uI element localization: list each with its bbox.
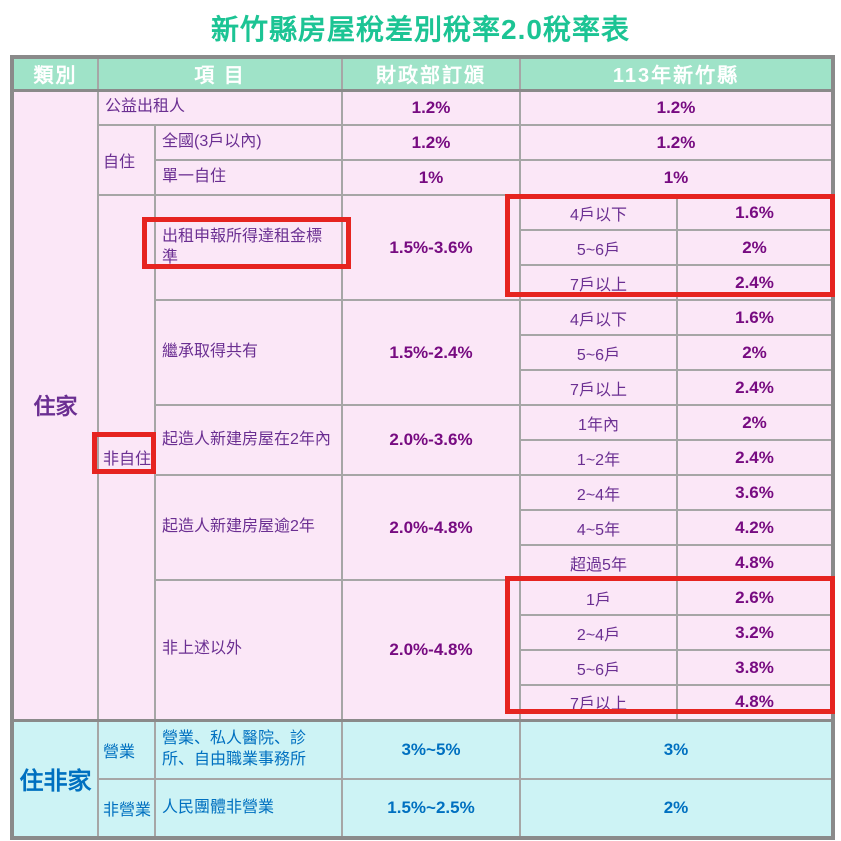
tier-label-cell: 超過5年 bbox=[519, 544, 678, 581]
tier-rate-cell: 2% bbox=[675, 404, 835, 441]
row-group-inherit-tier2: 5~6戶 2% bbox=[12, 334, 835, 371]
page-title: 新竹縣房屋稅差別稅率2.0稅率表 bbox=[211, 14, 630, 45]
subcategory-business-cell: 營業 bbox=[97, 718, 156, 780]
tier-label-cell: 4戶以下 bbox=[519, 194, 678, 231]
tier-rate-cell: 3.2% bbox=[675, 614, 835, 651]
item-cell: 非上述以外 bbox=[154, 579, 343, 721]
tier-label-cell: 1~2年 bbox=[519, 439, 678, 476]
subcategory-non-business-cell: 非營業 bbox=[97, 778, 156, 839]
mof-value-cell: 2.0%-4.8% bbox=[341, 579, 521, 721]
tier-label-cell: 5~6戶 bbox=[519, 229, 678, 266]
county-value-cell: 3% bbox=[518, 718, 835, 780]
item-cell: 單一自住 bbox=[154, 159, 343, 196]
row-group-new2yr-tier2: 1~2年 2.4% bbox=[12, 439, 835, 476]
item-cell: 全國(3戶以內) bbox=[154, 124, 343, 161]
tier-rate-cell: 2% bbox=[675, 229, 835, 266]
mof-value-cell: 2.0%-3.6% bbox=[341, 404, 521, 476]
subcategory-owner-cell: 自住 bbox=[97, 124, 156, 196]
row-group-other-tier1: 非上述以外 2.0%-4.8% 1戶 2.6% bbox=[12, 579, 835, 721]
row-non-business: 非營業 人民團體非營業 1.5%~2.5% 2% bbox=[12, 778, 835, 839]
tier-label-cell: 2~4年 bbox=[519, 474, 678, 511]
county-value-cell: 2% bbox=[518, 778, 835, 839]
mof-value-cell: 1.5%~2.5% bbox=[341, 778, 521, 839]
tier-label-cell: 4戶以下 bbox=[519, 299, 678, 336]
mof-value-cell: 1.5%-3.6% bbox=[341, 194, 521, 301]
tier-rate-cell: 1.6% bbox=[675, 299, 835, 336]
tier-label-cell: 4~5年 bbox=[519, 509, 678, 546]
row-public-rental: 住家 公益出租人 1.2% 1.2% bbox=[11, 89, 835, 721]
tier-label-cell: 1年內 bbox=[519, 404, 678, 441]
tier-rate-cell: 2% bbox=[675, 334, 835, 371]
tier-label-cell: 7戶以上 bbox=[519, 684, 678, 721]
tier-rate-cell: 3.8% bbox=[675, 649, 835, 686]
tier-rate-cell: 3.6% bbox=[675, 474, 835, 511]
row-group-other-tier4: 7戶以上 4.8% bbox=[12, 684, 835, 721]
tier-label-cell: 5~6戶 bbox=[519, 649, 678, 686]
tier-rate-cell: 2.4% bbox=[675, 264, 835, 301]
row-owner-national: 自住 全國(3戶以內) 1.2% 1.2% bbox=[12, 124, 835, 196]
mof-value-cell: 2.0%-4.8% bbox=[341, 474, 521, 581]
category-home-cell: 住家 bbox=[11, 89, 99, 721]
row-group-new2yr-tier1: 起造人新建房屋在2年內 2.0%-3.6% 1年內 2% bbox=[12, 404, 835, 476]
tier-label-cell: 5~6戶 bbox=[519, 334, 678, 371]
header-row: 類別 項 目 財政部訂頒 113年新竹縣 bbox=[11, 56, 835, 92]
tier-label-cell: 7戶以上 bbox=[519, 264, 678, 301]
tier-label-cell: 1戶 bbox=[519, 579, 678, 616]
row-group-other-tier3: 5~6戶 3.8% bbox=[12, 649, 835, 686]
mof-value-cell: 1% bbox=[341, 159, 521, 196]
tier-rate-cell: 2.6% bbox=[675, 579, 835, 616]
row-group-rental-tier2: 5~6戶 2% bbox=[12, 229, 835, 266]
tier-rate-cell: 2.4% bbox=[675, 369, 835, 406]
header-county: 113年新竹縣 bbox=[518, 56, 835, 92]
mof-value-cell: 3%~5% bbox=[341, 718, 521, 780]
row-business: 住非家 營業 營業、私人醫院、診所、自由職業事務所 3%~5% 3% bbox=[11, 718, 835, 839]
header-mof: 財政部訂頒 bbox=[341, 56, 521, 92]
category-non-home-cell: 住非家 bbox=[11, 718, 99, 839]
row-group-inherit-tier3: 7戶以上 2.4% bbox=[12, 369, 835, 406]
tier-rate-cell: 4.2% bbox=[675, 509, 835, 546]
item-rental-standard-cell: 出租申報所得達租金標準 bbox=[154, 194, 343, 301]
tier-rate-cell: 1.6% bbox=[675, 194, 835, 231]
header-item: 項 目 bbox=[97, 56, 343, 92]
county-value-cell: 1.2% bbox=[518, 124, 835, 161]
row-group-over2yr-tier1: 起造人新建房屋逾2年 2.0%-4.8% 2~4年 3.6% bbox=[12, 474, 835, 581]
item-cell: 繼承取得共有 bbox=[154, 299, 343, 406]
mof-value-cell: 1.2% bbox=[341, 89, 521, 126]
item-cell: 起造人新建房屋在2年內 bbox=[154, 404, 343, 476]
tier-label-cell: 7戶以上 bbox=[519, 369, 678, 406]
mof-value-cell: 1.5%-2.4% bbox=[341, 299, 521, 406]
subcategory-non-owner-cell: 非自住 bbox=[97, 194, 156, 721]
tier-rate-cell: 2.4% bbox=[675, 439, 835, 476]
item-cell: 人民團體非營業 bbox=[154, 778, 343, 839]
row-group-over2yr-tier2: 4~5年 4.2% bbox=[12, 509, 835, 546]
county-value-cell: 1% bbox=[518, 159, 835, 196]
header-category: 類別 bbox=[11, 56, 99, 92]
county-value-cell: 1.2% bbox=[518, 89, 835, 126]
tier-rate-cell: 4.8% bbox=[675, 684, 835, 721]
item-public-rental-cell: 公益出租人 bbox=[97, 89, 343, 126]
tier-label-cell: 2~4戶 bbox=[519, 614, 678, 651]
item-cell: 營業、私人醫院、診所、自由職業事務所 bbox=[154, 718, 343, 780]
tier-rate-cell: 4.8% bbox=[675, 544, 835, 581]
row-group-other-tier2: 2~4戶 3.2% bbox=[12, 614, 835, 651]
mof-value-cell: 1.2% bbox=[341, 124, 521, 161]
tax-rate-table: 類別 項 目 財政部訂頒 113年新竹縣 住家 公益出租人 1.2% 1.2% … bbox=[10, 55, 836, 840]
item-cell: 起造人新建房屋逾2年 bbox=[154, 474, 343, 581]
row-group-inherit-tier1: 繼承取得共有 1.5%-2.4% 4戶以下 1.6% bbox=[12, 299, 835, 406]
row-group-rental-tier1: 非自住 出租申報所得達租金標準 1.5%-3.6% 4戶以下 1.6% bbox=[12, 194, 835, 721]
